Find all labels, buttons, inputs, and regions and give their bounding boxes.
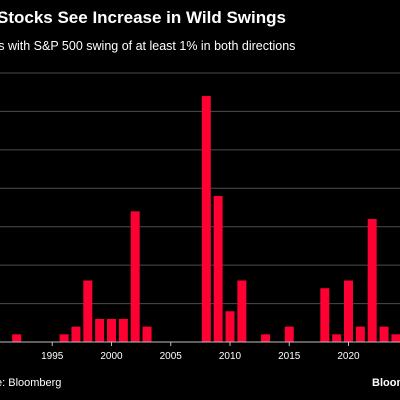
bar-2001	[118, 318, 128, 342]
bar-2003	[142, 326, 152, 342]
x-tick-label-2010: 2010	[219, 351, 242, 362]
x-tick-label-2015: 2015	[278, 351, 301, 362]
bar-2018	[320, 288, 330, 342]
bar-2024	[391, 334, 400, 342]
bar-2019	[332, 334, 342, 342]
bar-1996	[59, 334, 69, 342]
bar-1997	[71, 326, 81, 342]
bar-1992	[12, 334, 22, 342]
bar-2009	[213, 195, 223, 342]
source-note: e: Bloomberg	[0, 377, 62, 389]
chart-subtitle: ys with S&P 500 swing of at least 1% in …	[0, 39, 296, 53]
bar-2021	[355, 326, 365, 342]
bar-2020	[344, 280, 353, 342]
bar-1998	[83, 280, 93, 342]
bloomberg-logo: Bloom	[372, 377, 400, 389]
bars	[0, 96, 400, 343]
bar-2011	[237, 280, 247, 342]
x-tick-label-2000: 2000	[100, 351, 123, 362]
x-tick-label-2020: 2020	[337, 351, 360, 362]
x-axis-ticks: 19952000200520102015202020	[41, 342, 360, 362]
bar-2013	[261, 334, 271, 342]
bar-2008	[201, 96, 211, 342]
bar-2000	[107, 318, 116, 342]
bar-2015	[284, 326, 294, 342]
bar-2023	[379, 326, 389, 342]
bar-2010	[225, 311, 235, 342]
x-tick-label-2005: 2005	[160, 351, 183, 362]
x-tick-label-1995: 1995	[41, 351, 64, 362]
chart-title: Stocks See Increase in Wild Swings	[0, 8, 286, 27]
gridlines	[0, 72, 400, 305]
bar-2022	[367, 219, 377, 342]
bar-1999	[95, 318, 105, 342]
bar-2002	[130, 211, 140, 342]
